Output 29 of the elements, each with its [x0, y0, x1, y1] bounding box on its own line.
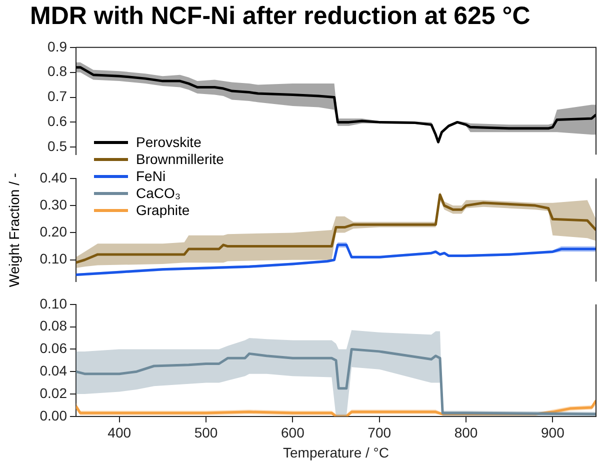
- y-tick-label: 0.08: [40, 318, 68, 334]
- y-tick-label: 0.10: [40, 250, 68, 266]
- x-tick-label: 600: [280, 424, 305, 441]
- y-tick-label: 0.20: [40, 223, 68, 240]
- x-tick-label: 800: [454, 424, 478, 441]
- y-tick-label: 0.8: [48, 63, 68, 80]
- y-tick-label: 0.40: [40, 168, 68, 185]
- x-tick-label: 700: [368, 424, 392, 441]
- y-tick-label: 0.06: [40, 340, 68, 356]
- x-axis-title: Temperature / °C: [283, 444, 389, 461]
- y-tick-label: 0.7: [48, 88, 68, 104]
- y-tick-label: 0.02: [40, 385, 68, 402]
- x-tick-label: 400: [108, 424, 132, 441]
- y-tick-label: 0.00: [40, 408, 68, 424]
- y-tick-label: 0.10: [40, 296, 68, 312]
- legend-label: Perovskite: [136, 134, 202, 151]
- legend-label: Brownmillerite: [136, 150, 224, 168]
- y-tick-label: 0.5: [48, 138, 68, 154]
- legend-label: CaCO₃: [136, 184, 181, 202]
- chart-title: MDR with NCF-Ni after reduction at 625 °C: [30, 2, 530, 31]
- x-tick-label: 900: [540, 424, 565, 441]
- y-tick-label: 0.9: [48, 38, 68, 54]
- y-tick-label: 0.04: [40, 362, 68, 379]
- y-axis-title: Weight Fraction / -: [6, 172, 22, 287]
- x-tick-label: 500: [194, 424, 218, 441]
- legend-label: Graphite: [136, 202, 190, 219]
- y-tick-label: 0.6: [48, 113, 68, 130]
- legend-label: FeNi: [136, 168, 166, 185]
- y-tick-label: 0.30: [40, 196, 68, 212]
